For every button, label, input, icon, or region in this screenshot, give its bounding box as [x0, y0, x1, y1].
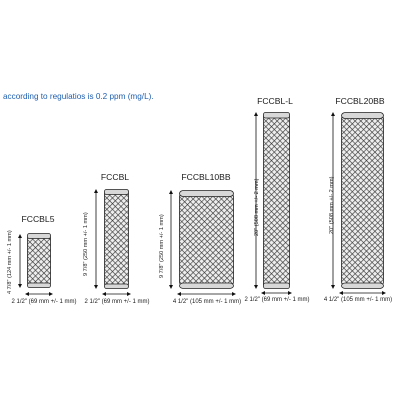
cartridge-image-fccbl5 — [27, 233, 51, 288]
width-label-fccbl: 2 1/2" (69 mm +/- 1 mm) — [84, 299, 150, 305]
cartridge-name-fccbl10bb: FCCBL10BB — [181, 172, 231, 182]
cartridge-image-fccbl10bb — [179, 190, 234, 289]
cartridge-name-fccbl5: FCCBL5 — [21, 214, 55, 224]
cartridge-image-fccbl20bb — [341, 112, 384, 289]
cartridge-name-fccbl-l: FCCBL-L — [257, 96, 293, 106]
width-label-fccbl20bb: 4 1/2" (105 mm +/- 1 mm) — [323, 297, 393, 303]
cartridge-image-fccbl — [104, 189, 129, 289]
width-label-fccbl5: 2 1/2" (69 mm +/- 1 mm) — [11, 299, 77, 305]
cartridge-name-fccbl: FCCBL — [100, 172, 130, 182]
width-label-fccbl10bb: 4 1/2" (105 mm +/- 1 mm) — [172, 299, 242, 305]
intro-text: according to regulatios is 0.2 ppm (mg/L… — [3, 92, 154, 101]
cartridge-name-fccbl20bb: FCCBL20BB — [335, 96, 385, 106]
cartridge-image-fccbl-l — [263, 112, 290, 289]
width-label-fccbl-l: 2 1/2" (69 mm +/- 1 mm) — [244, 297, 310, 303]
